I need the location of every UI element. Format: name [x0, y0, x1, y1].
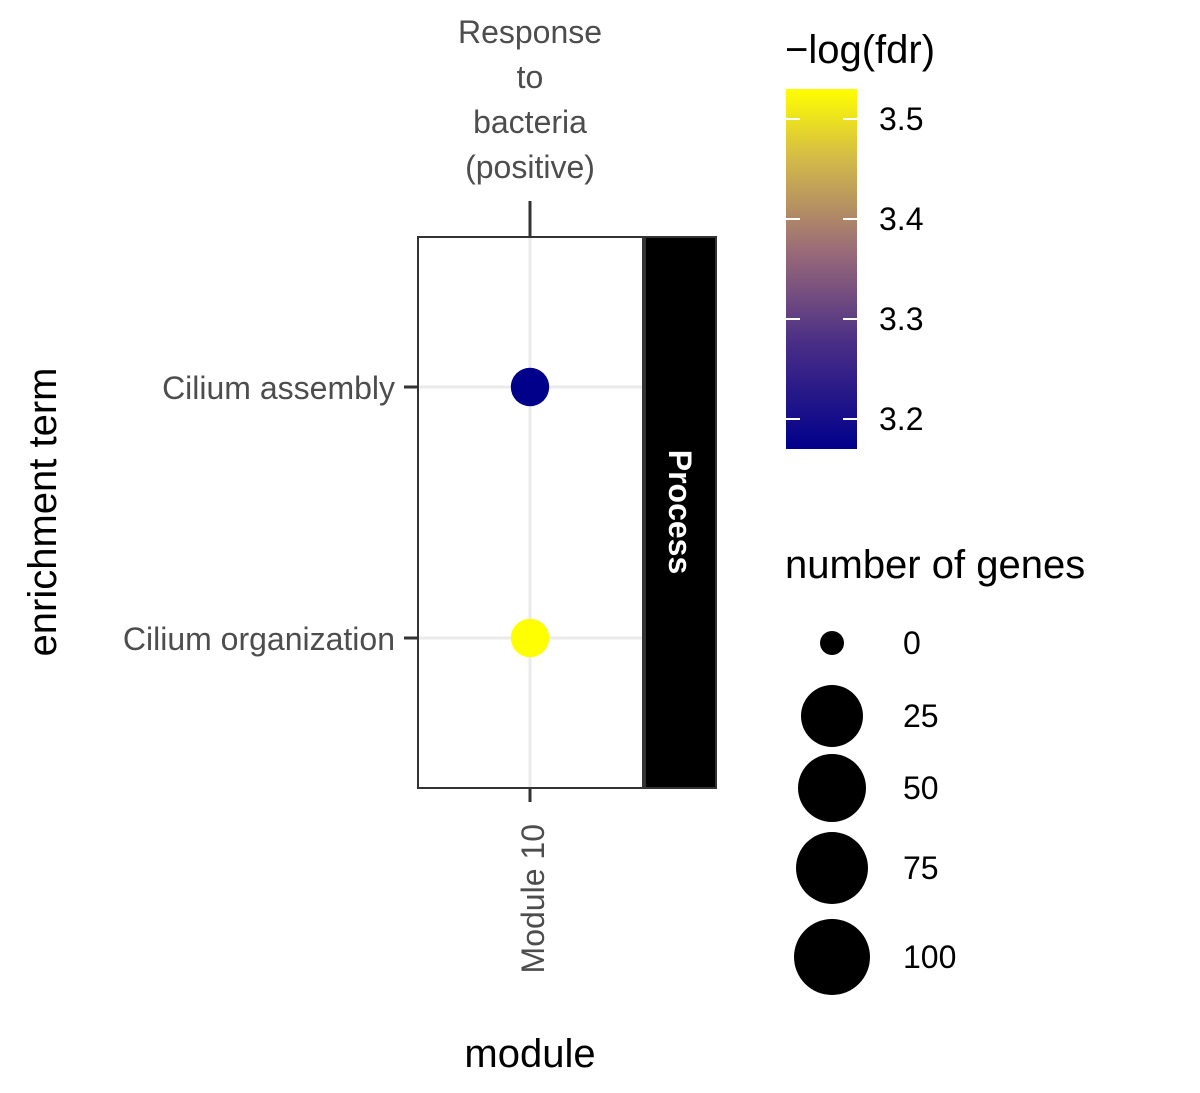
- y-tick-label-cilium-organization: Cilium organization: [123, 621, 395, 657]
- y-axis: Cilium assembly Cilium organization: [123, 370, 418, 657]
- plot-panel: [417, 236, 644, 789]
- size-legend-label-0: 0: [903, 625, 921, 661]
- data-point-1: [510, 367, 550, 407]
- colorbar-tick-label: 3.2: [879, 401, 923, 437]
- colorbar-ticks: 3.2 3.3 3.4 3.5: [786, 101, 923, 437]
- size-legend-keys: 0 25 50 75 100: [794, 625, 956, 995]
- color-legend: −log(fdr) 3.2 3.3 3.4 3.5: [785, 28, 935, 449]
- size-legend-key-0: [820, 631, 844, 655]
- size-legend-label-75: 75: [903, 850, 939, 886]
- x-tick-label-module-10: Module 10: [515, 824, 551, 973]
- facet-title-line: to: [517, 59, 544, 95]
- size-legend-key-50: [798, 754, 866, 822]
- size-legend-key-100: [794, 919, 870, 995]
- size-legend-key-25: [801, 685, 863, 747]
- points-layer: [510, 367, 550, 658]
- facet-title-line: bacteria: [473, 104, 587, 140]
- colorbar-tick-label: 3.4: [879, 201, 923, 237]
- size-legend-key-75: [796, 832, 868, 904]
- strip-label: Process: [662, 450, 698, 575]
- x-axis: Module 10: [515, 788, 551, 973]
- facet-strip: Process: [644, 236, 717, 789]
- y-axis-title: enrichment term: [21, 368, 65, 657]
- colorbar-tick-label: 3.3: [879, 301, 923, 337]
- size-legend-title: number of genes: [785, 543, 1085, 587]
- colorbar-tick-label: 3.5: [879, 101, 923, 137]
- size-legend-label-25: 25: [903, 698, 939, 734]
- y-tick-label-cilium-assembly: Cilium assembly: [162, 370, 395, 406]
- data-point-2: [510, 618, 550, 658]
- colorbar: [786, 89, 857, 449]
- facet-title: Response to bacteria (positive): [458, 14, 602, 185]
- color-legend-title: −log(fdr): [785, 28, 935, 72]
- x-axis-title: module: [464, 1032, 595, 1076]
- size-legend-label-50: 50: [903, 770, 939, 806]
- facet-title-line: Response: [458, 14, 602, 50]
- size-legend-label-100: 100: [903, 939, 956, 975]
- facet-title-line: (positive): [465, 149, 595, 185]
- size-legend: number of genes 0 25 50 75 100: [785, 543, 1085, 995]
